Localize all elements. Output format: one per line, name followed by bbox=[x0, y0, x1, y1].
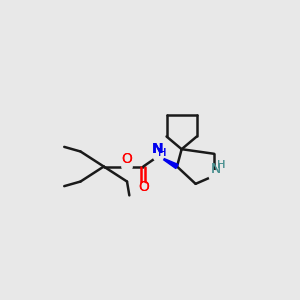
Polygon shape bbox=[158, 156, 178, 169]
Text: N: N bbox=[152, 142, 164, 156]
Circle shape bbox=[122, 161, 132, 172]
Circle shape bbox=[209, 171, 219, 181]
Text: N: N bbox=[152, 142, 164, 156]
Text: H: H bbox=[217, 160, 225, 170]
Text: O: O bbox=[138, 180, 149, 194]
Circle shape bbox=[138, 183, 148, 194]
Circle shape bbox=[153, 151, 164, 161]
Text: O: O bbox=[138, 180, 149, 194]
Text: O: O bbox=[122, 152, 133, 166]
Text: N: N bbox=[210, 162, 220, 176]
Text: N: N bbox=[210, 162, 220, 176]
Text: H: H bbox=[158, 148, 166, 158]
Text: O: O bbox=[122, 152, 133, 166]
Text: H: H bbox=[158, 148, 166, 158]
Text: H: H bbox=[217, 160, 225, 170]
